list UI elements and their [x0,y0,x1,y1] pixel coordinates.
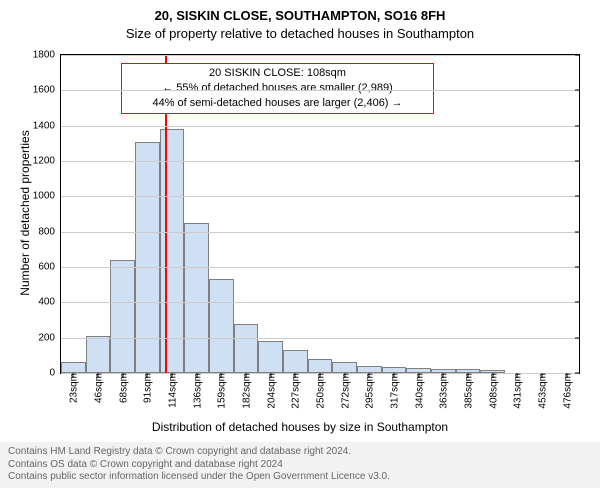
footer-line: Contains HM Land Registry data © Crown c… [8,446,592,459]
x-tick-label: 408sqm [486,373,499,409]
annotation-line: 44% of semi-detached houses are larger (… [130,96,425,111]
grid-line [61,196,579,197]
y-tick-label: 200 [38,332,61,343]
histogram-bar [283,350,308,373]
chart-container: 20, SISKIN CLOSE, SOUTHAMPTON, SO16 8FH … [0,0,600,500]
x-tick-label: 136sqm [190,373,203,409]
histogram-bar [357,366,382,373]
chart-title-line2: Size of property relative to detached ho… [0,26,600,41]
histogram-bar [184,223,209,373]
x-tick-label: 476sqm [560,373,573,409]
histogram-bar [258,341,283,373]
plot-area: 20 SISKIN CLOSE: 108sqm← 55% of detached… [60,54,580,374]
x-tick-label: 295sqm [363,373,376,409]
grid-line [61,161,579,162]
grid-line [61,232,579,233]
histogram-bar [110,260,135,373]
attribution-footer: Contains HM Land Registry data © Crown c… [0,442,600,488]
x-tick-label: 46sqm [92,373,105,403]
x-tick-label: 363sqm [437,373,450,409]
x-tick-label: 114sqm [166,373,179,408]
x-tick-label: 340sqm [412,373,425,409]
x-tick-label: 317sqm [388,373,401,409]
grid-line [61,126,579,127]
x-tick-label: 250sqm [314,373,327,409]
x-tick-label: 431sqm [511,373,524,409]
x-tick-label: 272sqm [338,373,351,409]
chart-title-line1: 20, SISKIN CLOSE, SOUTHAMPTON, SO16 8FH [0,8,600,23]
histogram-bar [308,359,333,373]
x-tick-label: 91sqm [141,373,154,403]
x-tick-label: 159sqm [215,373,228,409]
x-tick-label: 204sqm [264,373,277,409]
x-tick-label: 453sqm [536,373,549,409]
grid-line [61,90,579,91]
y-tick-label: 1200 [33,156,61,167]
x-tick-label: 227sqm [289,373,302,409]
y-tick-label: 0 [49,368,61,379]
histogram-bar [209,279,234,373]
y-tick-label: 1800 [33,50,61,61]
histogram-bar [86,336,111,373]
x-tick-label: 182sqm [240,373,253,409]
grid-line [61,302,579,303]
grid-line [61,338,579,339]
footer-line: Contains OS data © Crown copyright and d… [8,459,592,472]
y-axis-label: Number of detached properties [18,54,32,372]
y-tick-label: 800 [38,226,61,237]
annotation-box: 20 SISKIN CLOSE: 108sqm← 55% of detached… [121,63,434,114]
x-tick-label: 385sqm [462,373,475,409]
histogram-bar [234,324,259,373]
grid-line [61,267,579,268]
y-tick-label: 400 [38,297,61,308]
y-tick-label: 1400 [33,120,61,131]
histogram-bar [332,362,357,373]
annotation-line: ← 55% of detached houses are smaller (2,… [130,81,425,96]
y-tick-label: 1600 [33,85,61,96]
grid-line [61,55,579,56]
histogram-bar [61,362,86,373]
x-axis-label: Distribution of detached houses by size … [0,420,600,434]
annotation-line: 20 SISKIN CLOSE: 108sqm [130,66,425,81]
x-tick-label: 68sqm [116,373,129,403]
y-tick-label: 1000 [33,191,61,202]
histogram-bar [160,129,185,373]
y-tick-label: 600 [38,262,61,273]
x-tick-label: 23sqm [67,373,80,403]
footer-line: Contains public sector information licen… [8,471,592,484]
